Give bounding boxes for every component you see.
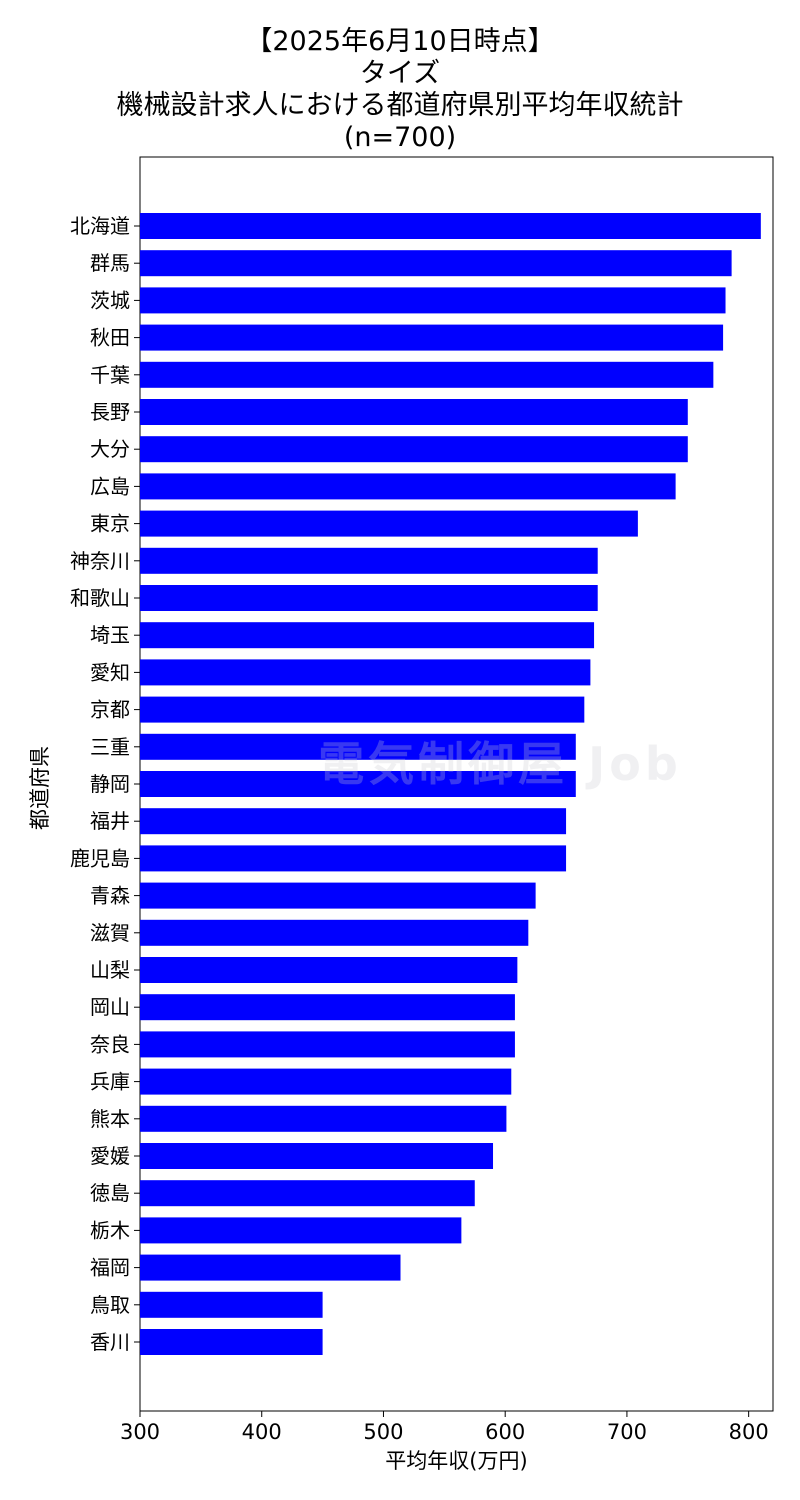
y-tick-label: 大分 bbox=[90, 437, 130, 461]
bar bbox=[140, 547, 598, 574]
title-line-2: タイズ bbox=[359, 58, 441, 89]
x-tick-label: 400 bbox=[242, 1420, 282, 1444]
title-line-1: 【2025年6月10日時点】 bbox=[245, 26, 555, 57]
y-tick-label: 秋田 bbox=[90, 326, 130, 350]
bar bbox=[140, 808, 567, 835]
bar bbox=[140, 1291, 323, 1318]
bar bbox=[140, 1105, 507, 1132]
y-tick-label: 栃木 bbox=[90, 1218, 130, 1242]
x-tick-label: 300 bbox=[120, 1420, 160, 1444]
y-tick-label: 徳島 bbox=[90, 1181, 130, 1205]
title-line-4: (n=700) bbox=[343, 122, 457, 153]
bar bbox=[140, 957, 518, 983]
y-tick-label: 兵庫 bbox=[90, 1070, 130, 1094]
bar bbox=[140, 1217, 462, 1244]
y-axis-label: 都道府県 bbox=[28, 746, 52, 830]
y-tick-label: 茨城 bbox=[90, 288, 130, 312]
y-tick-label: 愛媛 bbox=[90, 1144, 130, 1168]
bar bbox=[140, 733, 576, 760]
bar bbox=[140, 1180, 475, 1207]
title-line-3: 機械設計求人における都道府県別平均年収統計 bbox=[116, 90, 684, 121]
y-tick-label: 埼玉 bbox=[90, 623, 130, 647]
x-tick-label: 700 bbox=[607, 1420, 647, 1444]
y-tick-label: 鹿児島 bbox=[70, 846, 130, 870]
bar bbox=[140, 510, 638, 537]
y-tick-label: 奈良 bbox=[90, 1032, 130, 1056]
x-tick-label: 600 bbox=[485, 1420, 525, 1444]
y-tick-label: 滋賀 bbox=[90, 921, 130, 945]
y-tick-label: 群馬 bbox=[90, 251, 130, 275]
y-tick-label: 広島 bbox=[90, 474, 130, 498]
bar bbox=[140, 1031, 515, 1058]
y-tick-label: 東京 bbox=[90, 512, 130, 536]
bar bbox=[140, 473, 676, 500]
bar bbox=[140, 436, 688, 463]
bar bbox=[140, 324, 724, 351]
bar bbox=[140, 361, 714, 388]
bar bbox=[140, 1068, 512, 1095]
y-tick-label: 福岡 bbox=[90, 1256, 130, 1280]
bar bbox=[140, 994, 515, 1021]
y-tick-label: 青森 bbox=[90, 884, 130, 908]
y-tick-label: 福井 bbox=[90, 809, 130, 833]
x-tick-label: 800 bbox=[729, 1420, 769, 1444]
y-tick-label: 三重 bbox=[90, 735, 130, 759]
y-tick-label: 北海道 bbox=[70, 214, 130, 238]
y-tick-label: 千葉 bbox=[90, 363, 130, 387]
bar bbox=[140, 919, 529, 946]
y-tick-label: 愛知 bbox=[90, 660, 130, 684]
y-tick-label: 長野 bbox=[90, 400, 130, 424]
bar bbox=[140, 659, 591, 686]
bar bbox=[140, 287, 726, 314]
bar bbox=[140, 882, 536, 909]
bar bbox=[140, 1143, 494, 1169]
y-tick-label: 神奈川 bbox=[70, 549, 130, 573]
bar bbox=[140, 250, 732, 277]
y-tick-label: 静岡 bbox=[90, 772, 130, 796]
bar bbox=[140, 622, 595, 649]
bar bbox=[140, 1329, 323, 1355]
bar bbox=[140, 1254, 401, 1281]
y-tick-label: 岡山 bbox=[90, 995, 130, 1019]
bar bbox=[140, 771, 576, 797]
bar bbox=[140, 696, 585, 723]
bar bbox=[140, 845, 567, 872]
y-tick-label: 熊本 bbox=[90, 1107, 130, 1131]
y-tick-label: 和歌山 bbox=[70, 586, 130, 610]
y-tick-label: 香川 bbox=[90, 1330, 130, 1354]
y-tick-label: 京都 bbox=[90, 698, 130, 722]
x-axis-label: 平均年収(万円) bbox=[385, 1449, 527, 1473]
y-tick-label: 鳥取 bbox=[90, 1293, 130, 1317]
bar bbox=[140, 399, 688, 425]
bar bbox=[140, 213, 761, 239]
bar bbox=[140, 585, 598, 611]
y-tick-label: 山梨 bbox=[90, 958, 130, 982]
x-tick-label: 500 bbox=[363, 1420, 403, 1444]
